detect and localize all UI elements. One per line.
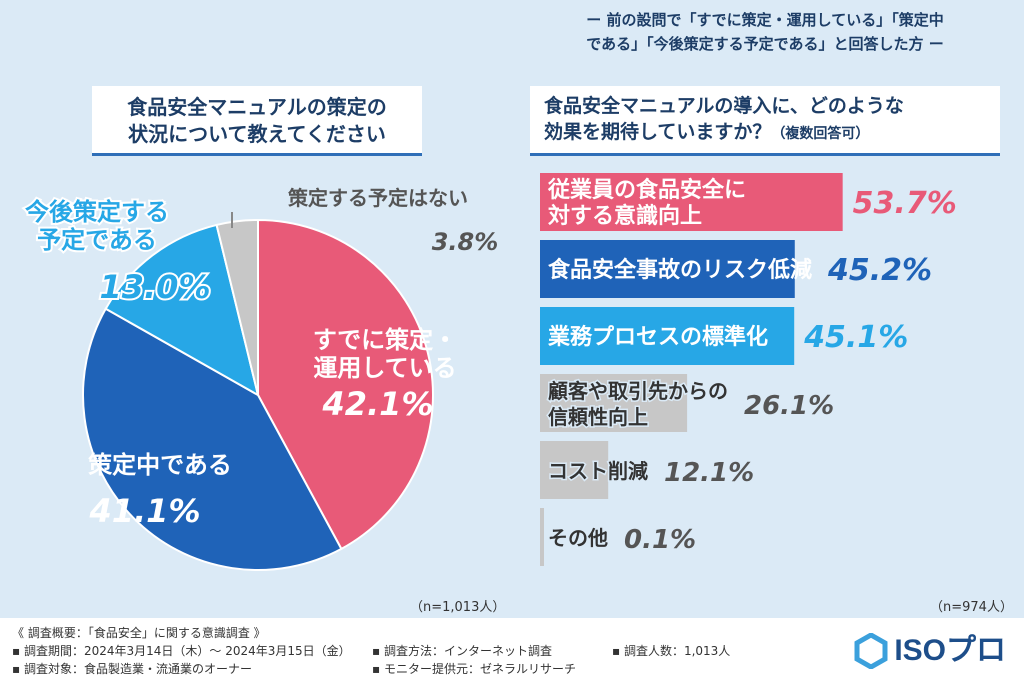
isopro-logo: ISOプロ (854, 628, 1006, 673)
bar-label-4-line-1: 顧客や取引先からの (548, 379, 728, 403)
bar-4 (540, 374, 688, 432)
pie-value-2: 41.1% (88, 492, 200, 530)
survey-target: ▪ 調査対象：食品製造業・流通業のオーナー (12, 662, 252, 676)
pie-slice-1 (257, 218, 434, 551)
pie-label-3-line-2: 予定である (37, 226, 157, 254)
pie-label-2-line-1: 策定中である (88, 451, 232, 479)
bar-value-2: 45.2% (827, 253, 932, 288)
pie-label-3-line-1: 今後策定する (25, 198, 169, 226)
bar-label-1-line-2: 対する意識向上 (548, 203, 702, 229)
bar-title-sub: （複数回答可） (771, 125, 870, 142)
pie-chart: すでに策定・運用している 42.1% 策定中である 41.1% 今後策定する予定である 1… (23, 186, 499, 571)
respondent-note-line-1: ー 前の設問で「すでに策定・運用している」「策定中 (586, 11, 944, 29)
bar-label-5-line-1: コスト削減 (548, 459, 648, 483)
pie-title-line-1: 食品安全マニュアルの策定の (127, 95, 387, 119)
bar-label-4-line-2: 信頼性向上 (548, 405, 648, 429)
respondent-note-line-2: である」「今後策定する予定である」と回答した方 ー (586, 35, 944, 53)
bar-title-line-1: 食品安全マニュアルの導入に、どのような (544, 95, 904, 117)
bar-value-5: 12.1% (664, 458, 754, 488)
bar-value-1: 53.7% (853, 186, 957, 221)
bar-label-3-line-1: 業務プロセスの標準化 (548, 324, 768, 350)
pie-slice-3 (104, 223, 260, 398)
bar-6 (540, 508, 544, 566)
pie-label-1-line-2: 運用している (313, 354, 456, 382)
survey-summary: 《 調査概要：「食品安全」に関する意識調査 》 (12, 626, 266, 640)
hexagon-logo-icon (854, 632, 888, 669)
pie-value-1: 42.1% (321, 385, 433, 423)
survey-method: ▪ 調査方法：インターネット調査 (372, 644, 552, 658)
bar-value-4: 26.1% (744, 391, 834, 421)
survey-period: ▪ 調査期間：2024年3月14日（木）〜 2024年3月15日（金） (12, 644, 351, 658)
bar-label-6-line-1: その他 (548, 526, 608, 550)
bar-title-line-2: 効果を期待していますか？ (544, 120, 772, 143)
pie-value-3: 13.0% (99, 268, 210, 306)
bar-value-6: 0.1% (624, 525, 696, 555)
pie-title-line-2: 状況について教えてください (128, 122, 386, 146)
pie-sample-size: （n=1,013人） (410, 600, 506, 615)
pie-label-4-line-1: 策定する予定はない (288, 186, 468, 210)
survey-footer: 《 調査概要：「食品安全」に関する意識調査 》 ▪ 調査期間：2024年3月14… (0, 618, 1024, 683)
bar-value-3: 45.1% (803, 320, 908, 355)
bar-label-1-line-1: 従業員の食品安全に (547, 177, 746, 203)
pie-label-1-line-1: すでに策定・ (313, 326, 457, 354)
pie-chart-title: 食品安全マニュアルの策定の 状況について教えてください (92, 86, 422, 156)
bar-sample-size: （n=974人） (930, 600, 1013, 615)
bar-label-2-line-1: 食品安全事故のリスク低減 (548, 257, 812, 283)
survey-count: ▪ 調査人数：1,013人 (612, 644, 731, 658)
bar-1 (540, 173, 843, 231)
respondent-note: ー 前の設問で「すでに策定・運用している」「策定中 である」「今後策定する予定で… (530, 8, 1000, 56)
logo-text: ISOプロ (894, 634, 1006, 667)
bar-3 (540, 307, 795, 365)
bar-2 (540, 240, 795, 298)
bar-chart-title: 食品安全マニュアルの導入に、どのような 効果を期待していますか？（複数回答可） (530, 86, 1000, 156)
bar-5 (540, 441, 609, 499)
pie-slice-4 (215, 218, 259, 396)
pie-slice-2 (82, 307, 343, 571)
pie-value-4: 3.8% (432, 228, 499, 256)
survey-provider: ▪ モニター提供元：ゼネラルリサーチ (372, 662, 576, 676)
